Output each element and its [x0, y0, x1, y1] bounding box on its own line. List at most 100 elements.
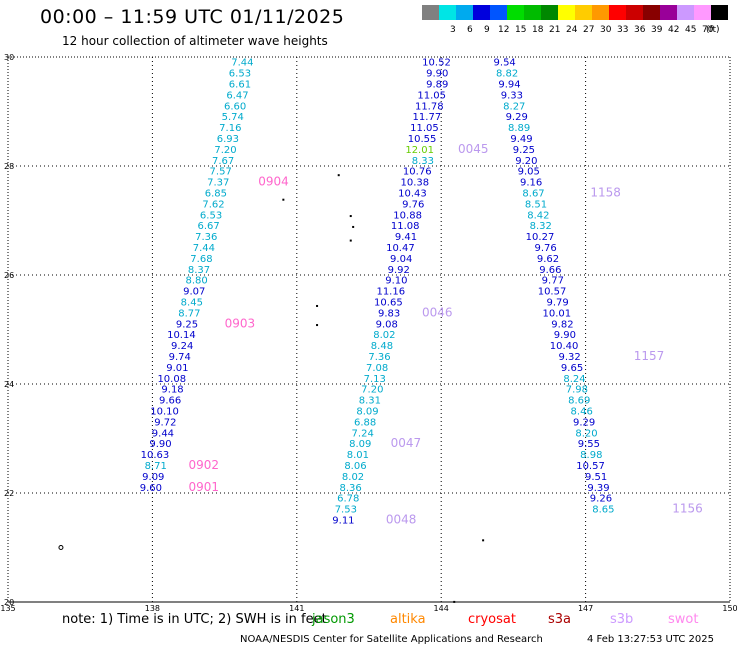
wave-height-value: 9.05	[518, 167, 540, 178]
wave-height-value: 8.51	[525, 199, 547, 210]
wave-height-value: 9.92	[388, 265, 410, 276]
wave-height-value: 9.10	[385, 276, 407, 287]
wave-height-value: 9.90	[426, 69, 448, 80]
wave-height-value: 9.55	[578, 439, 600, 450]
wave-height-value: 7.53	[335, 505, 357, 516]
wave-height-value: 10.88	[393, 210, 422, 221]
wave-height-value: 10.55	[408, 134, 437, 145]
legend-label: 15	[515, 25, 527, 35]
wave-height-value: 9.74	[169, 352, 191, 363]
wave-height-value: 10.65	[374, 298, 403, 309]
wave-height-value: 8.09	[356, 407, 378, 418]
note-text: note: 1) Time is in UTC; 2) SWH is in fe…	[62, 612, 327, 627]
wave-height-value: 9.44	[152, 428, 174, 439]
island-marker	[337, 174, 340, 177]
wave-height-value: 8.01	[347, 450, 369, 461]
wave-height-value: 9.72	[154, 417, 176, 428]
wave-height-value: 7.98	[566, 385, 588, 396]
wave-height-value: 9.33	[501, 90, 523, 101]
wave-height-value: 8.24	[563, 374, 585, 385]
legend-swatch	[524, 5, 541, 20]
wave-height-value: 9.90	[149, 439, 171, 450]
lat-tick-label: 22	[4, 489, 14, 498]
wave-height-value: 8.46	[571, 407, 593, 418]
wave-height-value: 10.10	[150, 407, 179, 418]
legend-label: 24	[566, 25, 578, 35]
legend-label: 36	[634, 25, 646, 35]
wave-height-value: 9.29	[506, 112, 528, 123]
pass-time-label: 0046	[422, 305, 453, 319]
legend-swatch	[711, 5, 728, 20]
pass-time-label: 0048	[386, 513, 417, 527]
wave-height-value: 9.76	[402, 199, 424, 210]
wave-height-value: 9.32	[559, 352, 581, 363]
wave-height-value: 8.69	[568, 396, 590, 407]
legend-label: 9	[484, 25, 490, 35]
wave-height-value: 9.07	[183, 287, 205, 298]
wave-height-value: 8.65	[592, 505, 614, 516]
legend-swatch	[473, 5, 490, 20]
satellite-name: swot	[668, 612, 699, 627]
legend-swatch	[660, 5, 677, 20]
wave-height-value: 9.89	[426, 80, 448, 91]
wave-height-value: 6.53	[200, 210, 222, 221]
satellite-name: jason3	[312, 612, 355, 627]
wave-height-value: 10.76	[403, 167, 432, 178]
wave-height-value: 5.74	[222, 112, 244, 123]
wave-height-value: 9.39	[587, 483, 609, 494]
wave-height-value: 9.66	[539, 265, 561, 276]
pass-time-label: 1158	[590, 186, 621, 200]
wave-height-value: 6.67	[198, 221, 220, 232]
legend-swatch	[422, 5, 439, 20]
wave-height-value: 7.20	[361, 385, 383, 396]
map-subtitle: 12 hour collection of altimeter wave hei…	[62, 34, 328, 48]
lon-tick-label: 144	[434, 604, 449, 613]
wave-height-value: 7.36	[368, 352, 390, 363]
wave-height-value: 7.16	[219, 123, 241, 134]
wave-height-value: 9.18	[161, 385, 183, 396]
wave-height-value: 8.20	[575, 428, 597, 439]
island-marker	[349, 215, 352, 218]
source-credit: NOAA/NESDIS Center for Satellite Applica…	[240, 634, 543, 645]
legend-swatch	[575, 5, 592, 20]
wave-height-value: 9.24	[171, 341, 193, 352]
wave-height-value: 11.78	[415, 101, 444, 112]
wave-height-value: 8.67	[522, 189, 544, 200]
wave-height-value: 8.89	[508, 123, 530, 134]
satellite-name: cryosat	[468, 612, 516, 627]
legend-swatch	[439, 5, 456, 20]
satellite-name: s3a	[548, 612, 572, 627]
wave-height-value: 9.16	[520, 178, 542, 189]
wave-height-value: 8.02	[373, 330, 395, 341]
wave-height-value: 7.57	[210, 167, 232, 178]
wave-height-value: 6.47	[226, 90, 248, 101]
pass-time-label: 0903	[225, 316, 256, 330]
wave-height-value: 8.80	[185, 276, 207, 287]
island-marker	[316, 304, 319, 307]
wave-height-value: 8.48	[371, 341, 393, 352]
legend-label: 45	[685, 25, 697, 35]
legend-swatch	[694, 5, 711, 20]
wave-height-value: 7.20	[214, 145, 236, 156]
wave-height-value: 9.76	[534, 243, 556, 254]
wave-height-value: 6.93	[217, 134, 239, 145]
wave-height-value: 9.04	[390, 254, 412, 265]
legend-swatch	[626, 5, 643, 20]
wave-height-value: 9.66	[159, 396, 181, 407]
wave-height-value: 9.65	[561, 363, 583, 374]
island-marker	[352, 225, 355, 228]
wave-height-value: 8.09	[349, 439, 371, 450]
lat-tick-label: 28	[4, 162, 14, 171]
legend-swatch	[558, 5, 575, 20]
pass-time-label: 0902	[189, 458, 220, 472]
lon-tick-label: 147	[578, 604, 593, 613]
wave-height-value: 8.02	[342, 472, 364, 483]
wave-height-value: 8.31	[359, 396, 381, 407]
wave-height-value: 8.36	[340, 483, 362, 494]
wave-height-value: 8.98	[580, 450, 602, 461]
wave-height-value: 9.94	[498, 80, 520, 91]
legend-swatch	[643, 5, 660, 20]
legend-label: 42	[668, 25, 680, 35]
legend-swatch	[541, 5, 558, 20]
